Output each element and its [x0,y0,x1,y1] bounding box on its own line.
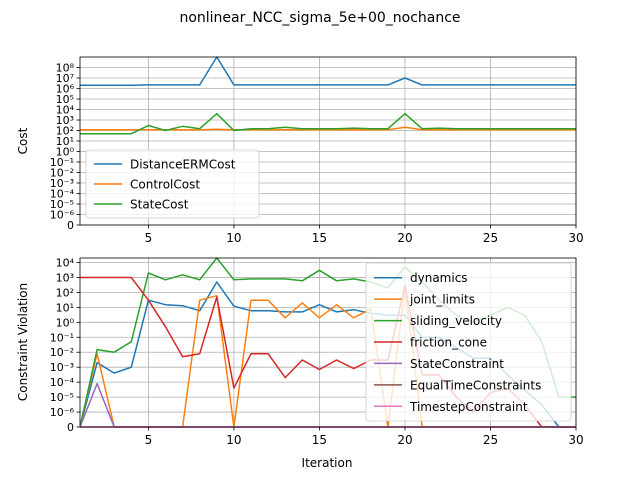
y-tick-label: 10⁶ [56,83,75,96]
x-tick-label: 5 [145,433,153,447]
y-tick-label: 10⁻¹ [50,331,74,344]
x-tick-label: 30 [568,433,583,447]
legend-label: DistanceERMCost [130,158,236,172]
legend-label: sliding_velocity [410,314,502,328]
y-tick-label: 10¹ [56,135,74,148]
figure-suptitle: nonlinear_NCC_sigma_5e+00_nochance [179,10,460,26]
x-tick-label: 20 [397,231,412,245]
x-tick-label: 5 [145,231,153,245]
constraint-axis-ylabel: Constraint Violation [16,283,30,401]
y-tick-label: 10⁻⁵ [50,198,74,211]
y-tick-label: 0 [67,421,74,434]
y-tick-label: 10⁰ [56,146,75,159]
legend: dynamics joint_limits sliding_velocityfric… [365,262,572,422]
x-tick-label: 25 [483,433,498,447]
y-tick-label: 10⁻² [50,167,74,180]
y-tick-label: 10⁷ [56,72,74,85]
x-tick-label: 15 [312,433,327,447]
y-tick-label: 10⁴ [56,104,75,117]
y-tick-label: 10³ [56,114,74,127]
legend-label: dynamics [410,271,468,285]
legend-label: TimestepConstraint [409,400,528,414]
cost-axis-ylabel: Cost [16,127,30,154]
constraint-axes: Constraint Violation Iteration 0 10⁻⁶ 10⁻⁵… [16,257,584,470]
y-tick-label: 10⁸ [56,62,75,75]
y-tick-label: 10⁻³ [50,361,74,374]
y-tick-label: 10⁻² [50,346,74,359]
series-line-StateCost [80,112,576,135]
x-tick-label: 30 [568,231,583,245]
y-tick-label: 10³ [56,271,74,284]
y-tick-label: 10⁻⁵ [50,391,74,404]
legend-label: StateConstraint [410,357,504,371]
y-tick-label: 10⁻¹ [50,156,74,169]
legend: DistanceERMCost ControlCost StateCost [85,149,260,219]
y-tick-label: 10² [56,286,74,299]
cost-axes: Cost 010⁻⁶10⁻⁵10⁻⁴10⁻³10⁻²10⁻¹10⁰10¹10²1… [16,56,584,245]
y-tick-label: 10⁵ [56,93,74,106]
y-tick-label: 10⁻⁴ [50,188,75,201]
legend-label: joint_limits [409,293,475,307]
y-tick-label: 10¹ [56,301,74,314]
plot-frame [79,257,577,428]
x-tick-label: 15 [312,231,327,245]
legend-frame [85,149,260,219]
y-tick-label: 10² [56,125,74,138]
y-tick-label: 10⁻⁶ [50,209,75,222]
x-tick-label: 10 [226,433,241,447]
legend-label: StateCost [130,198,189,212]
series-line-DistanceERMCost [80,56,576,87]
y-tick-label: 10⁻³ [50,177,74,190]
x-tick-label: 20 [397,433,412,447]
legend-label: EqualTimeConstraints [410,378,541,392]
legend-label: ControlCost [130,178,200,192]
y-tick-label: 10⁰ [56,316,75,329]
y-tick-label: 10⁻⁶ [50,406,75,419]
y-tick-label: 10⁻⁴ [50,376,75,389]
legend-label: friction_cone [410,336,487,350]
legend-frame [365,262,572,422]
x-tick-label: 10 [226,231,241,245]
constraint-axis-xlabel: Iteration [302,456,353,470]
y-tick-label: 0 [67,219,74,232]
series-group [80,56,576,135]
y-tick-label: 10⁴ [56,257,75,270]
x-tick-label: 25 [483,231,498,245]
